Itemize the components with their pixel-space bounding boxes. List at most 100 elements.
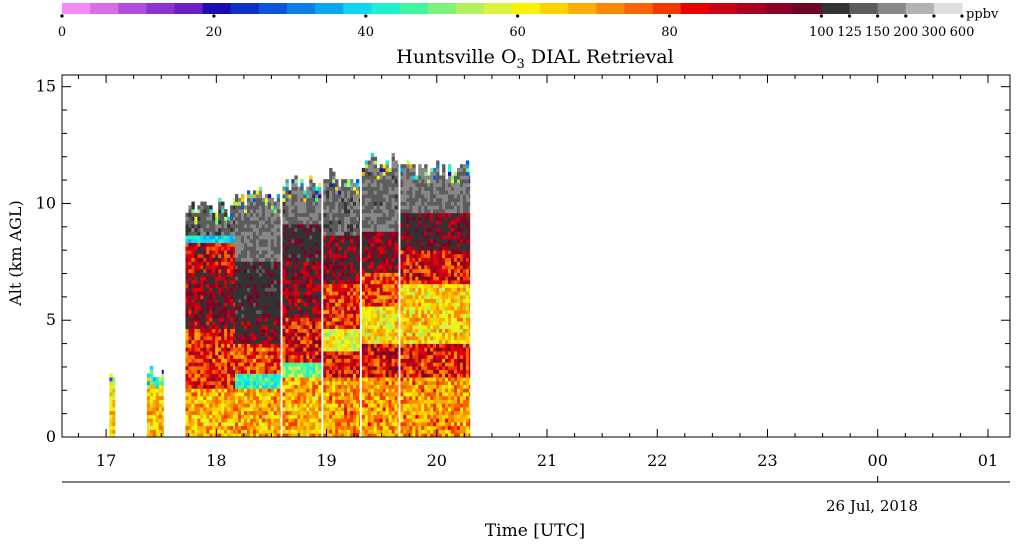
heatmap-cell bbox=[303, 298, 307, 303]
heatmap-cell bbox=[376, 179, 381, 184]
heatmap-cell bbox=[197, 231, 201, 236]
heatmap-cell bbox=[203, 302, 207, 307]
heatmap-cell bbox=[194, 250, 198, 255]
heatmap-cell bbox=[258, 246, 263, 251]
heatmap-cell bbox=[258, 253, 263, 258]
heatmap-cell bbox=[347, 280, 351, 285]
heatmap-cell bbox=[326, 429, 330, 434]
heatmap-cell bbox=[344, 407, 348, 412]
heatmap-cell bbox=[367, 179, 372, 184]
heatmap-cell bbox=[212, 429, 216, 434]
heatmap-cell bbox=[243, 339, 248, 344]
heatmap-cell bbox=[361, 373, 366, 378]
heatmap-cell bbox=[238, 407, 242, 412]
heatmap-cell bbox=[238, 351, 242, 356]
heatmap-cell bbox=[191, 238, 195, 244]
heatmap-cell bbox=[358, 343, 360, 348]
heatmap-cell bbox=[394, 182, 398, 187]
heatmap-cell bbox=[238, 332, 242, 337]
heatmap-cell bbox=[285, 190, 289, 195]
heatmap-cell bbox=[332, 332, 336, 337]
heatmap-cell bbox=[252, 407, 257, 412]
heatmap-cell bbox=[258, 205, 263, 210]
heatmap-cell bbox=[233, 298, 236, 303]
heatmap-cell bbox=[338, 205, 342, 210]
heatmap-cell bbox=[273, 422, 278, 427]
heatmap-cell bbox=[188, 380, 192, 386]
heatmap-cell bbox=[264, 384, 269, 389]
heatmap-cell bbox=[309, 306, 313, 311]
heatmap-cell bbox=[306, 336, 310, 341]
heatmap-cell bbox=[209, 343, 213, 348]
heatmap-cell bbox=[243, 347, 248, 352]
heatmap-cell bbox=[300, 201, 304, 206]
heatmap-cell bbox=[255, 321, 260, 326]
heatmap-cell bbox=[361, 388, 366, 393]
heatmap-cell bbox=[255, 257, 260, 262]
heatmap-cell bbox=[294, 272, 298, 277]
heatmap-cell bbox=[326, 399, 330, 404]
heatmap-cell bbox=[252, 268, 257, 273]
heatmap-cell bbox=[243, 283, 248, 288]
heatmap-cell bbox=[215, 332, 219, 337]
heatmap-cell bbox=[241, 429, 245, 434]
heatmap-cell bbox=[203, 407, 207, 412]
heatmap-cell bbox=[276, 298, 281, 303]
heatmap-cell bbox=[391, 298, 395, 303]
heatmap-cell bbox=[370, 197, 375, 202]
heatmap-cell bbox=[282, 224, 286, 229]
heatmap-cell bbox=[347, 302, 351, 307]
heatmap-cell bbox=[382, 414, 386, 419]
heatmap-cell bbox=[358, 242, 360, 247]
heatmap-cell bbox=[230, 422, 234, 427]
heatmap-cell bbox=[306, 220, 310, 225]
heatmap-cell bbox=[388, 366, 392, 371]
heatmap-cell bbox=[341, 422, 345, 427]
heatmap-cell bbox=[312, 291, 316, 296]
heatmap-cell bbox=[255, 291, 260, 296]
heatmap-cell bbox=[267, 429, 272, 434]
heatmap-cell bbox=[270, 366, 275, 371]
heatmap-cell bbox=[323, 366, 327, 371]
heatmap-cell bbox=[397, 317, 399, 322]
heatmap-cell bbox=[355, 410, 360, 415]
heatmap-cell bbox=[347, 351, 351, 356]
heatmap-cell bbox=[329, 395, 333, 400]
heatmap-cell bbox=[188, 317, 192, 322]
heatmap-cell bbox=[297, 380, 301, 386]
heatmap-cell bbox=[376, 422, 381, 427]
heatmap-cell bbox=[238, 321, 242, 326]
heatmap-cell bbox=[264, 328, 269, 333]
heatmap-cell bbox=[391, 171, 395, 176]
heatmap-cell bbox=[347, 283, 351, 288]
heatmap-cell bbox=[332, 261, 336, 266]
heatmap-cell bbox=[382, 418, 386, 423]
heatmap-cell bbox=[267, 351, 272, 356]
heatmap-cell bbox=[209, 242, 213, 247]
heatmap-cell bbox=[344, 216, 348, 221]
chart-title-main: Huntsville O bbox=[396, 46, 516, 68]
heatmap-cell bbox=[376, 261, 381, 266]
heatmap-cell bbox=[329, 388, 333, 393]
heatmap-cell bbox=[326, 212, 330, 217]
heatmap-cell bbox=[188, 212, 192, 217]
heatmap-cell bbox=[282, 324, 286, 329]
heatmap-cell bbox=[391, 388, 395, 393]
heatmap-cell bbox=[347, 257, 351, 262]
heatmap-cell bbox=[109, 395, 113, 400]
heatmap-cell bbox=[379, 384, 384, 389]
heatmap-cell bbox=[197, 339, 201, 344]
heatmap-cell bbox=[246, 276, 251, 281]
heatmap-cell bbox=[203, 410, 207, 415]
heatmap-cell bbox=[309, 283, 313, 288]
heatmap-cell bbox=[267, 380, 272, 386]
heatmap-cell bbox=[238, 380, 242, 386]
heatmap-cell bbox=[273, 216, 278, 221]
heatmap-cell bbox=[329, 373, 333, 378]
heatmap-cell bbox=[273, 272, 278, 277]
heatmap-cell bbox=[221, 287, 225, 292]
heatmap-cell bbox=[291, 194, 295, 199]
heatmap-cell bbox=[341, 272, 345, 277]
heatmap-cell bbox=[209, 306, 213, 311]
heatmap-cell bbox=[294, 425, 298, 430]
